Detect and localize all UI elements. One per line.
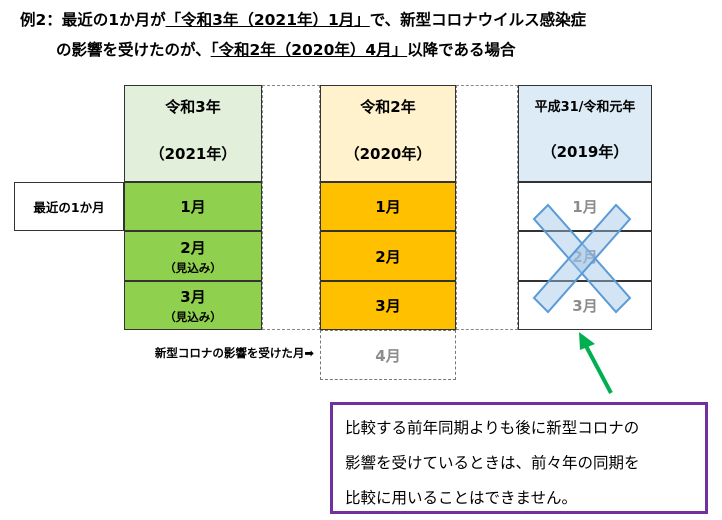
cell-2020-month-2: 2月 [320, 231, 456, 281]
title-line-2-prefix: の影響を受けたのが、 [56, 41, 211, 59]
affected-month-label: 新型コロナの影響を受けた月➡ [154, 346, 314, 360]
cell-2020-month-4-label: 4月 [375, 346, 401, 365]
header-2021-era: 令和3年 [165, 98, 221, 116]
header-2019: 平成31/令和元年 （2019年） [518, 85, 652, 182]
callout-line-1: 比較する前年同期よりも後に新型コロナの [345, 419, 640, 437]
explanation-callout: 比較する前年同期よりも後に新型コロナの 影響を受けているときは、前々年の同期を … [330, 402, 708, 514]
cross-out-icon [532, 203, 632, 314]
cell-2021-month-3: 3月 （見込み） [124, 281, 262, 330]
green-arrow-icon [579, 332, 613, 394]
title-line-1-prefix: 例2：最近の1か月が [20, 11, 166, 29]
cell-2019-month-1: 1月 [518, 182, 652, 231]
title-line-2-suffix: 以降である場合 [407, 41, 516, 59]
cell-2019-month-1-label: 1月 [572, 198, 598, 216]
title-highlight-2021: 「令和3年（2021年）1月」 [165, 11, 370, 29]
cell-2020-month-3: 3月 [320, 281, 456, 330]
header-2021-year: （2021年） [149, 145, 237, 163]
cell-2021-month-2-note: （見込み） [164, 260, 222, 275]
cell-2021-month-2: 2月 （見込み） [124, 231, 262, 281]
cell-2021-month-3-label: 3月 [180, 288, 206, 306]
callout-line-2: 影響を受けているときは、前々年の同期を [345, 454, 640, 472]
header-2020: 令和2年 （2020年） [320, 85, 456, 182]
title-highlight-2020: 「令和2年（2020年）4月」 [210, 41, 408, 59]
row-label-recent-month: 最近の1か月 [14, 182, 124, 231]
header-2020-era: 令和2年 [360, 98, 416, 116]
header-2019-era: 平成31/令和元年 [534, 100, 636, 115]
header-2021: 令和3年 （2021年） [124, 85, 262, 182]
cell-2020-month-1: 1月 [320, 182, 456, 231]
cell-2021-month-2-label: 2月 [180, 238, 206, 257]
callout-line-3: 比較に用いることはできません。 [345, 489, 578, 507]
header-2019-year: （2019年） [541, 143, 629, 161]
cell-2020-month-1-label: 1月 [375, 198, 401, 216]
cell-2019-month-2-label: 2月 [572, 247, 598, 266]
column-gap-2 [456, 85, 518, 330]
cell-2021-month-3-note: （見込み） [164, 310, 222, 324]
title-line-1-suffix: で、新型コロナウイルス感染症 [369, 11, 587, 29]
cell-2019-month-3-label: 3月 [572, 297, 598, 315]
cell-2021-month-1-label: 1月 [180, 198, 206, 216]
cell-2020-month-3-label: 3月 [375, 297, 401, 315]
title-line-2: の影響を受けたのが、「令和2年（2020年）4月」以降である場合 [56, 38, 516, 60]
cell-2020-month-4: 4月 [320, 330, 456, 380]
title-line-1: 例2：最近の1か月が「令和3年（2021年）1月」で、新型コロナウイルス感染症 [20, 8, 586, 30]
cell-2020-month-2-label: 2月 [375, 247, 401, 266]
header-2020-year: （2020年） [344, 145, 432, 163]
column-gap-1 [262, 85, 320, 330]
cell-2021-month-1: 1月 [124, 182, 262, 231]
